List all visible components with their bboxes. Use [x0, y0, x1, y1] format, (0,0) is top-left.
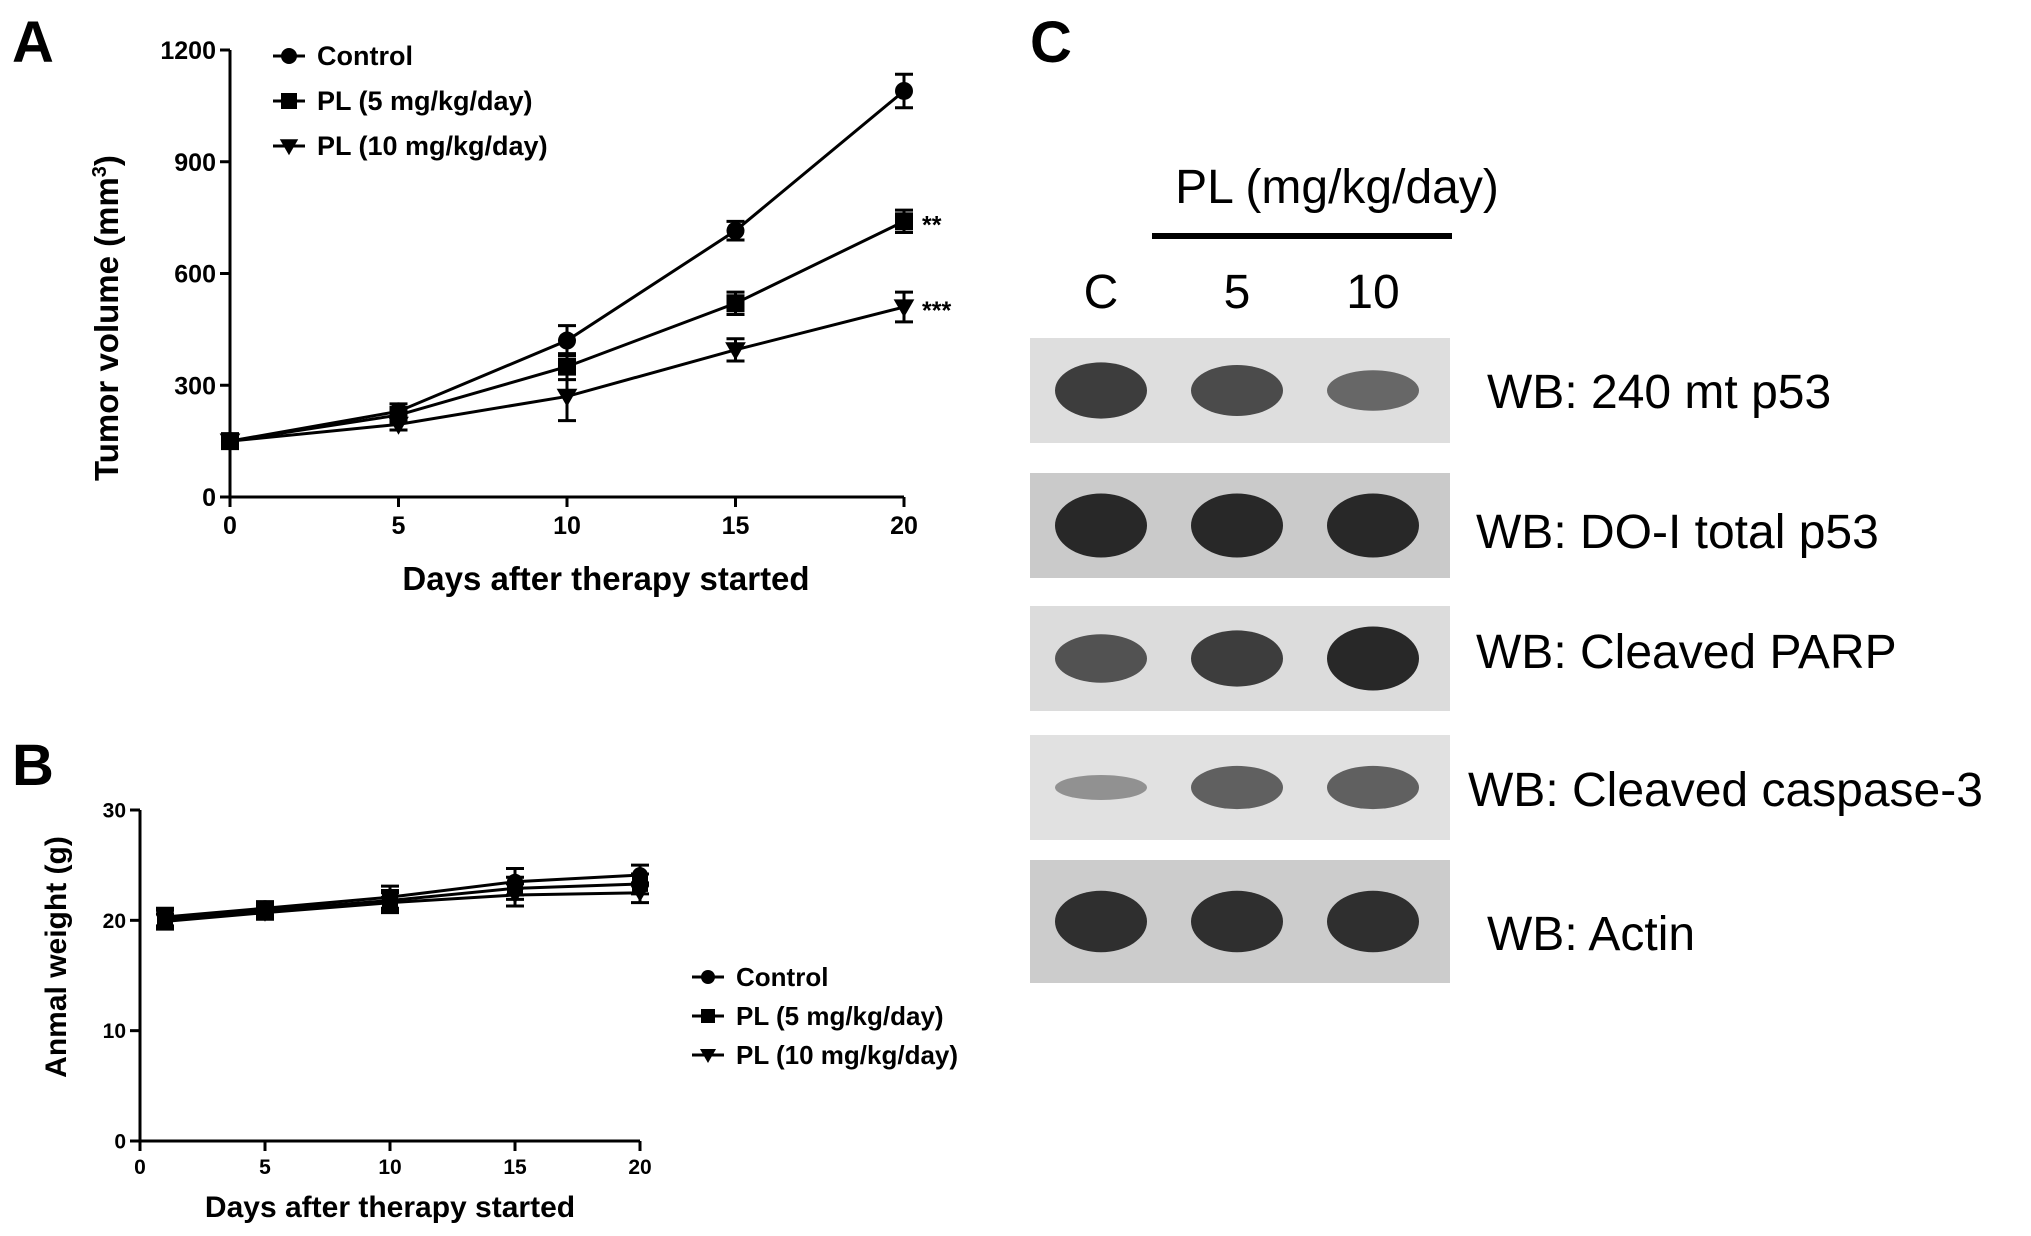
chart-a-xtick-label: 10 [553, 512, 581, 540]
wb-band [1327, 626, 1419, 691]
chart-a-legend-marker [279, 139, 299, 156]
chart-b-series-line [164, 873, 641, 919]
chart-b-data-point [630, 885, 650, 902]
chart-b-ylabel: Anmal weight (g) [40, 836, 73, 1078]
wb-row-label: WB: Cleaved caspase-3 [1468, 764, 1983, 817]
wb-band [1055, 362, 1147, 419]
chart-b-legend-label: Control [736, 962, 828, 992]
panel-label-a: A [12, 10, 54, 75]
chart-a-data-point [725, 342, 746, 361]
chart-b-data-point [255, 905, 275, 922]
wb-band [1327, 765, 1419, 810]
chart-a: Days after therapy started Tumor volume … [88, 37, 951, 597]
chart-a-legend-label: Control [317, 41, 413, 71]
wb-band [1055, 775, 1147, 800]
chart-b-legend-label: PL (5 mg/kg/day) [736, 1001, 944, 1031]
wb-header: PL (mg/kg/day) [1175, 161, 1499, 214]
chart-a-data-point [893, 299, 915, 318]
panel-label-c: C [1030, 10, 1072, 75]
chart-a-ylabel-close: ) [88, 155, 125, 166]
wb-lane-label: 5 [1224, 266, 1251, 319]
chart-b-data-point [505, 888, 525, 905]
wb-row-label: WB: DO-I total p53 [1476, 506, 1879, 559]
chart-b-ytick-label: 20 [103, 910, 126, 933]
wb-row-label: WB: Cleaved PARP [1476, 626, 1897, 679]
chart-b-ytick-label: 10 [103, 1020, 126, 1043]
chart-b-ytick-label: 30 [103, 800, 126, 823]
wb-band [1191, 765, 1283, 810]
chart-a-data-point [895, 81, 913, 100]
chart-b-legend-label: PL (10 mg/kg/day) [736, 1040, 958, 1070]
chart-a-xlabel: Days after therapy started [402, 560, 809, 597]
chart-b-xtick-label: 15 [503, 1156, 527, 1179]
wb-band [1327, 493, 1419, 558]
chart-b-legend-marker [701, 1009, 715, 1023]
chart-a-data-point [726, 221, 745, 240]
chart-a-data-point [219, 433, 241, 452]
wb-band [1327, 370, 1419, 411]
chart-b-legend-marker [701, 970, 715, 984]
chart-a-data-point [556, 388, 578, 407]
chart-a-data-point [558, 331, 576, 350]
chart-a-legend-label: PL (5 mg/kg/day) [317, 86, 533, 116]
chart-a-data-point [726, 294, 745, 313]
chart-a-legend-marker [281, 48, 297, 64]
chart-a-xtick-label: 15 [722, 512, 750, 540]
chart-a-ylabel-sup: 3 [89, 166, 111, 177]
chart-a-ytick-label: 900 [174, 149, 216, 177]
chart-b-xlabel: Days after therapy started [205, 1191, 575, 1224]
wb-band [1055, 634, 1147, 683]
chart-a-xtick-label: 5 [392, 512, 406, 540]
chart-a-significance-mark: ** [922, 211, 942, 239]
wb-band [1191, 365, 1283, 416]
chart-b-legend-marker [699, 1049, 717, 1064]
chart-b-xtick-label: 5 [259, 1156, 271, 1179]
chart-b-ytick-label: 0 [114, 1131, 126, 1154]
wb-band [1327, 890, 1419, 953]
chart-a-xtick-label: 0 [223, 512, 237, 540]
wb-row-label: WB: 240 mt p53 [1487, 366, 1831, 419]
chart-a-legend-marker [281, 93, 297, 109]
chart-a-data-point [895, 212, 913, 231]
chart-a-significance-mark: *** [922, 297, 951, 325]
chart-b: Days after therapy started Anmal weight … [40, 800, 958, 1224]
wb-band [1191, 630, 1283, 687]
chart-b-data-point [155, 914, 175, 931]
panel-label-b: B [12, 733, 54, 798]
chart-a-xtick-label: 20 [890, 512, 918, 540]
chart-a-ytick-label: 600 [174, 261, 216, 289]
chart-b-xtick-label: 20 [628, 1156, 651, 1179]
chart-a-ytick-label: 0 [202, 484, 216, 512]
chart-b-xtick-label: 10 [378, 1156, 401, 1179]
western-blot-panel: PL (mg/kg/day) C 5 10 WB: 240 mt p53 WB: DO-… [1030, 161, 1983, 983]
chart-a-ylabel-text: Tumor volume (mm [88, 177, 125, 481]
chart-a-ytick-label: 300 [174, 372, 216, 400]
wb-band [1191, 890, 1283, 953]
chart-b-xtick-label: 0 [134, 1156, 146, 1179]
wb-band [1191, 493, 1283, 558]
wb-row-label: WB: Actin [1487, 908, 1695, 961]
chart-a-data-point [388, 416, 409, 435]
chart-a-legend-label: PL (10 mg/kg/day) [317, 131, 548, 161]
wb-band [1055, 493, 1147, 558]
wb-lane-label: C [1084, 266, 1119, 319]
chart-a-ytick-label: 1200 [160, 37, 216, 65]
wb-lane-label: 10 [1346, 266, 1399, 319]
chart-b-data-point [380, 895, 400, 912]
wb-band [1055, 890, 1147, 953]
chart-a-ylabel: Tumor volume (mm3) [88, 155, 125, 481]
